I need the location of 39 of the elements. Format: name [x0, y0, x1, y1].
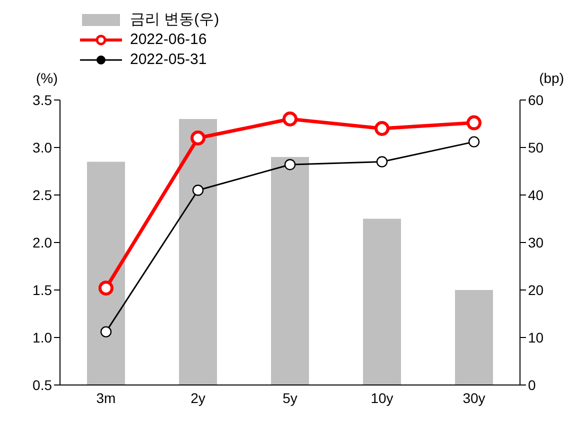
point	[468, 136, 480, 148]
point	[282, 112, 298, 126]
x-tick-label: 5y	[282, 390, 298, 406]
point	[376, 156, 388, 168]
point	[284, 159, 296, 170]
y-tick-label: 3.5	[32, 92, 52, 108]
y-tick-label: 1.0	[32, 329, 52, 346]
x-tick-label: 10y	[370, 390, 394, 406]
y2-tick-label: 30	[528, 234, 544, 250]
point	[466, 115, 482, 130]
y-tick-label: 3.0	[32, 139, 52, 156]
point	[98, 280, 114, 296]
y2-tick-label: 50	[528, 139, 544, 156]
point	[100, 326, 112, 338]
bar	[455, 290, 493, 385]
y2-tick-label: 20	[528, 282, 544, 298]
y-tick-label: 1.5	[32, 282, 52, 298]
y2-tick-label: 40	[528, 186, 544, 203]
y-axis-title: (%)	[36, 70, 58, 86]
bar	[363, 218, 401, 385]
y2-tick-label: 0	[528, 376, 536, 393]
y2-axis-title: (bp)	[539, 70, 564, 86]
point	[192, 184, 204, 196]
bar	[87, 162, 125, 385]
legend-label: 2022-05-31	[130, 50, 207, 70]
x-tick-label: 2y	[190, 390, 206, 406]
legend-label: 2022-06-16	[130, 30, 207, 50]
y2-tick-label: 60	[528, 92, 544, 108]
y2-tick-label: 10	[528, 329, 544, 346]
y-tick-label: 2.5	[32, 186, 52, 203]
bar	[179, 119, 217, 385]
bar	[271, 157, 309, 385]
y-tick-label: 0.5	[32, 376, 52, 393]
point	[190, 130, 206, 146]
point	[374, 121, 390, 136]
x-tick-label: 30y	[462, 390, 486, 406]
x-tick-label: 3m	[96, 390, 116, 406]
legend-label: 금리 변동(우)	[130, 10, 220, 30]
y-tick-label: 2.0	[32, 234, 52, 250]
